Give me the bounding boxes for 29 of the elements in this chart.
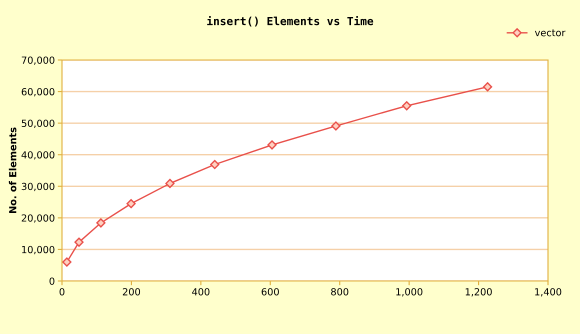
y-tick-label: 60,000 — [22, 88, 54, 96]
x-tick-label: 1,200 — [466, 288, 492, 296]
point — [74, 238, 84, 247]
y-tick-label: 50,000 — [22, 120, 54, 128]
y-tick-label: 40,000 — [22, 151, 54, 160]
legend-label: vector — [534, 29, 566, 36]
y-tick-label: 0 — [50, 277, 54, 285]
y-tick-label: 20,000 — [22, 214, 54, 223]
y-tick-label: 30,000 — [22, 182, 54, 192]
point — [331, 121, 341, 131]
y-tick-label: 70,000 — [22, 56, 54, 65]
point — [402, 101, 412, 110]
x-tick-label: 800 — [331, 288, 348, 296]
y-tick-label: 10,000 — [22, 246, 54, 254]
point — [210, 160, 220, 170]
chart-title: insert() Elements vs Time — [207, 16, 374, 27]
point — [126, 199, 136, 208]
point — [482, 82, 492, 92]
x-tick-label: 200 — [122, 288, 140, 296]
point — [267, 140, 277, 150]
x-tick-label: 1,400 — [535, 288, 562, 296]
y-axis-title: No. of Elements — [8, 128, 16, 214]
x-tick-label: 0 — [60, 288, 64, 296]
x-tick-label: 1,000 — [396, 288, 422, 296]
point — [62, 257, 72, 267]
point — [96, 218, 106, 228]
x-tick-label: 400 — [192, 288, 210, 296]
x-tick-label: 600 — [262, 288, 279, 296]
point — [165, 178, 175, 188]
